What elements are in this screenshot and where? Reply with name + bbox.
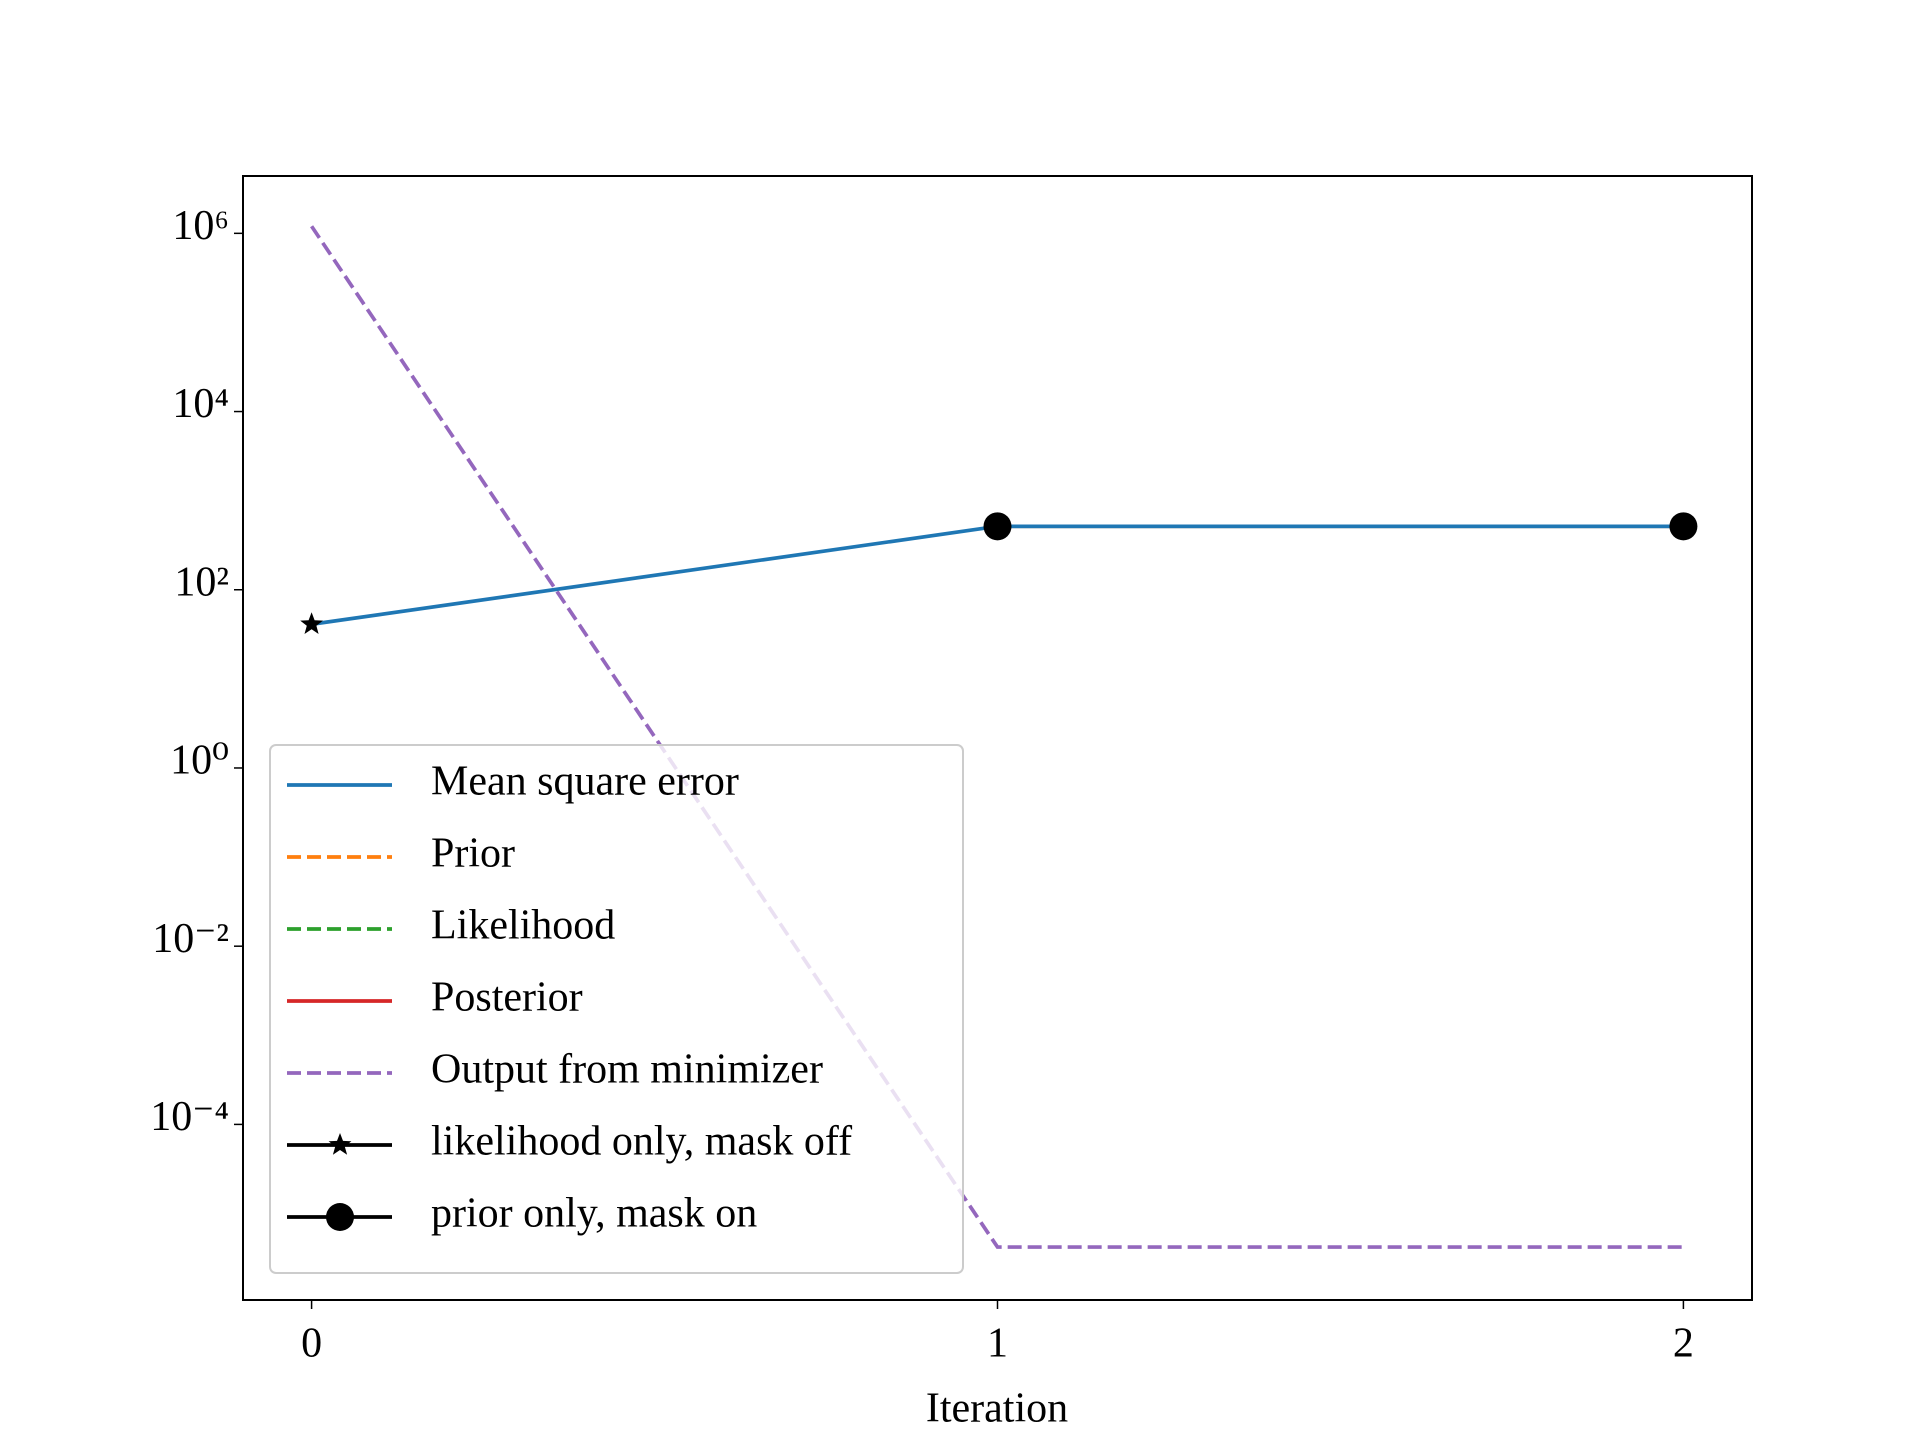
marker — [1669, 512, 1698, 541]
legend-marker — [328, 1133, 352, 1155]
legend-label: Output from minimizer — [431, 1047, 823, 1093]
marker — [300, 612, 323, 634]
x-tick-label: 1 — [987, 1321, 1008, 1367]
legend-box — [269, 744, 964, 1274]
series-line — [310, 225, 1684, 1249]
legend-label: prior only, mask on — [431, 1191, 757, 1237]
legend-label: Prior — [431, 831, 515, 877]
plot-frame — [242, 175, 1753, 1301]
x-axis-label: Iteration — [926, 1386, 1068, 1432]
legend-label: likelihood only, mask off — [431, 1119, 852, 1165]
legend-marker — [326, 1203, 354, 1231]
x-tick-label: 2 — [1673, 1321, 1694, 1367]
y-tick-label: 10⁶ — [172, 203, 229, 249]
legend-label: Likelihood — [431, 903, 615, 949]
y-tick-label: 10⁴ — [172, 381, 229, 427]
legend-label: Posterior — [431, 975, 583, 1021]
marker — [983, 512, 1012, 541]
y-tick-label: 10² — [174, 559, 229, 605]
legend-label: Mean square error — [431, 759, 739, 805]
x-tick-label: 0 — [301, 1321, 322, 1367]
y-tick-label: 10⁰ — [170, 738, 229, 784]
y-tick-label: 10⁻² — [152, 916, 229, 962]
y-tick-label: 10⁻⁴ — [150, 1094, 229, 1140]
legend: Mean square error Prior Likelihood Posterio… — [269, 744, 964, 1274]
